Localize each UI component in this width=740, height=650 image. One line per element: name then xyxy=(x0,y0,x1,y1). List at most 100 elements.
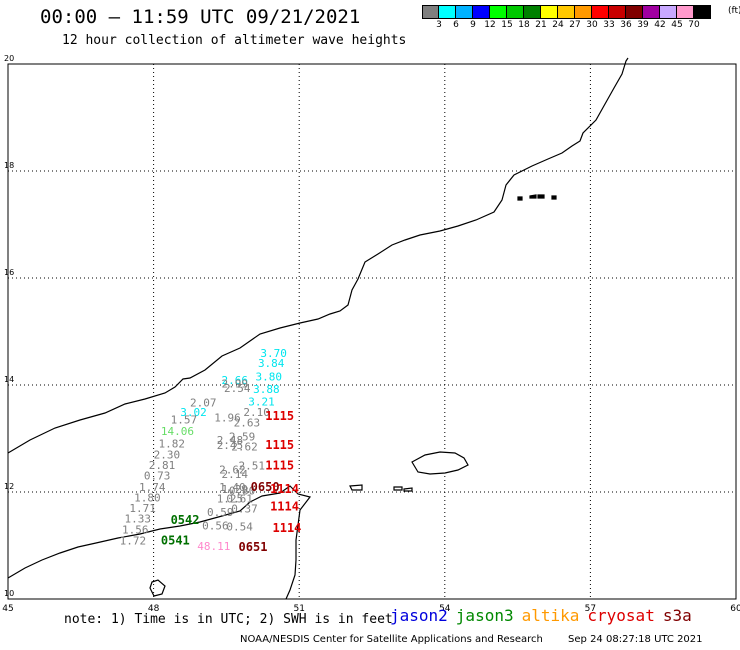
lon-tick-label: 51 xyxy=(293,604,304,614)
generated-timestamp: Sep 24 08:27:18 UTC 2021 xyxy=(568,634,703,645)
pass-time-label: 1114 xyxy=(270,500,299,514)
wave-height-value: 0.73 xyxy=(144,470,171,483)
wave-height-value: 2.66 xyxy=(222,374,249,387)
wave-height-value: 3.80 xyxy=(256,371,283,384)
legend-label: 21 xyxy=(535,20,547,30)
wave-height-value: 3.02 xyxy=(180,406,207,419)
legend-swatch xyxy=(626,5,643,19)
wave-height-value: 2.62 xyxy=(231,440,258,453)
wave-height-value: 0.80 xyxy=(229,485,256,498)
wave-height-value: 2.07 xyxy=(190,396,217,409)
satellite-cryosat: cryosat xyxy=(587,606,655,625)
map-title: 00:00 – 11:59 UTC 09/21/2021 xyxy=(40,6,361,28)
legend-swatch xyxy=(592,5,609,19)
lat-tick-label: 16 xyxy=(4,268,14,277)
legend-swatch xyxy=(439,5,456,19)
pass-time-label: 1115 xyxy=(265,409,294,423)
pass-time-label: 0542 xyxy=(171,513,200,527)
darsah-island xyxy=(403,487,413,492)
legend-swatch xyxy=(541,5,558,19)
map-frame xyxy=(7,63,737,600)
wave-height-value: 0.59 xyxy=(207,506,234,519)
legend-swatch xyxy=(456,5,473,19)
legend-unit: (ft) xyxy=(728,6,740,16)
socotra-island xyxy=(411,451,469,475)
pass-time-label: 0650 xyxy=(251,480,280,494)
legend-swatch xyxy=(473,5,490,19)
wave-height-value: 1.57 xyxy=(171,414,198,427)
abd-al-kuri-island xyxy=(349,484,363,491)
legend-label: 45 xyxy=(671,20,683,30)
legend-label: 18 xyxy=(518,20,530,30)
footer-credit: NOAA/NESDIS Center for Satellite Applica… xyxy=(240,634,703,645)
wave-height-value: 0.37 xyxy=(231,502,258,515)
credit-text: NOAA/NESDIS Center for Satellite Applica… xyxy=(240,634,543,645)
legend-swatch xyxy=(677,5,694,19)
eastern-african-horn xyxy=(149,579,166,597)
legend-label: 12 xyxy=(484,20,496,30)
legend-label: 70 xyxy=(688,20,700,30)
wave-height-value: 1.40 xyxy=(219,481,246,494)
lon-tick-label: 54 xyxy=(439,604,451,614)
legend-label: 36 xyxy=(620,20,632,30)
wave-height-value: 0.54 xyxy=(226,521,253,534)
wave-height-value: 48.11 xyxy=(197,540,230,553)
wave-height-value: 2.10 xyxy=(243,406,269,419)
lon-tick-label: 45 xyxy=(2,604,13,614)
legend-label: 9 xyxy=(470,20,476,30)
pass-time-label: 0651 xyxy=(239,540,268,554)
legend-label: 39 xyxy=(637,20,649,30)
satellite-jason3: jason3 xyxy=(455,606,514,625)
legend-swatch xyxy=(609,5,626,19)
lat-tick-label: 18 xyxy=(4,161,14,170)
legend-label: 42 xyxy=(654,20,666,30)
lon-tick-label: 57 xyxy=(585,604,596,614)
wave-height-value: 1.29 xyxy=(222,483,249,496)
lat-tick-label: 10 xyxy=(4,589,14,598)
legend-swatch xyxy=(524,5,541,19)
legend-label: 6 xyxy=(453,20,459,30)
wave-height-value: 1.71 xyxy=(129,502,156,515)
pass-time-label: 1115 xyxy=(265,459,294,473)
legend-swatches xyxy=(422,5,711,19)
wave-height-value: 3.84 xyxy=(258,357,285,370)
lat-tick-label: 12 xyxy=(4,482,14,491)
wave-height-value: 2.51 xyxy=(239,460,265,473)
pass-time-label: 1115 xyxy=(265,438,294,452)
coastline xyxy=(7,57,629,600)
wave-height-value: 3.88 xyxy=(253,383,279,396)
lat-tick-label: 20 xyxy=(4,54,14,63)
legend-swatch xyxy=(660,5,677,19)
kuria-muria-islands xyxy=(517,194,557,201)
legend-swatch xyxy=(422,5,439,19)
satellite-legend: jason2 jason3 altika cryosat s3a xyxy=(390,606,700,625)
footer-note: note: 1) Time is in UTC; 2) SWH is in fe… xyxy=(64,612,393,627)
wave-height-value: 2.59 xyxy=(229,431,256,444)
wave-height-value: 2.48 xyxy=(217,434,244,447)
legend-label: 27 xyxy=(569,20,581,30)
wave-height-value: 1.25 xyxy=(217,493,244,506)
wave-height-value: 2.63 xyxy=(234,417,261,430)
lat-tick-label: 14 xyxy=(4,375,14,384)
wave-height-value: 2.45 xyxy=(217,439,244,452)
wave-height-value: 2.30 xyxy=(154,448,181,461)
legend-swatch xyxy=(575,5,592,19)
wave-height-value: 0.61 xyxy=(226,493,253,506)
satellite-altika: altika xyxy=(521,606,580,625)
legend-swatch xyxy=(490,5,507,19)
legend-swatch xyxy=(558,5,575,19)
lon-tick-label: 60 xyxy=(730,604,740,614)
pass-time-label: 0541 xyxy=(161,533,190,547)
wave-height-value: 1.33 xyxy=(124,512,151,525)
legend-label: 30 xyxy=(586,20,598,30)
legend-label: 15 xyxy=(501,20,513,30)
legend-swatch xyxy=(694,5,711,19)
wave-height-value: 0.56 xyxy=(202,519,229,532)
wave-height-value: 1.72 xyxy=(120,534,147,547)
wave-height-value: 2.62 xyxy=(219,463,246,476)
wave-height-value: 2.99 xyxy=(222,378,249,391)
wave-height-value: 2.14 xyxy=(222,468,249,481)
satellite-jason2: jason2 xyxy=(390,606,448,625)
